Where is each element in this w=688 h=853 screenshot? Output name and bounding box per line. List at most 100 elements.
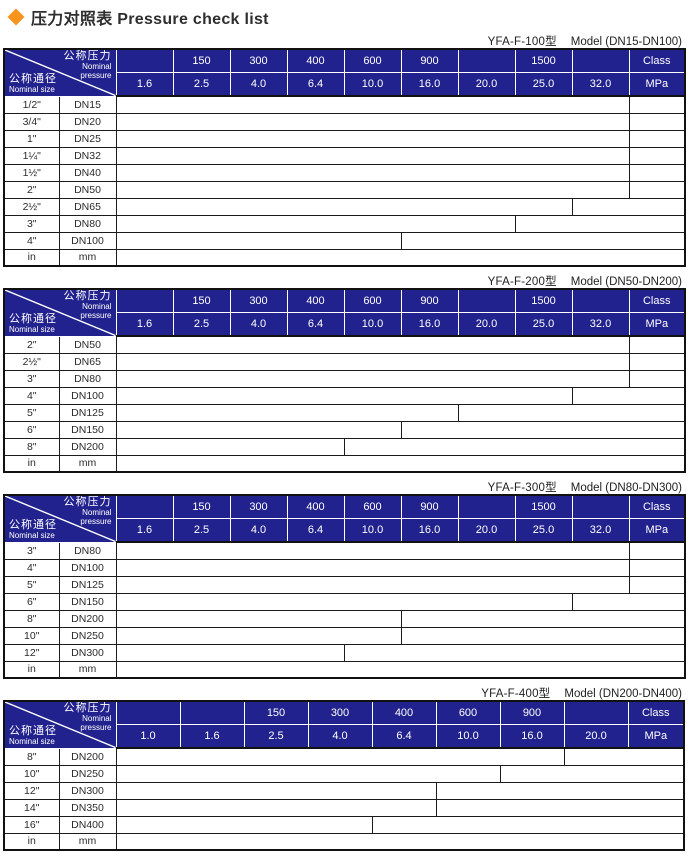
model-caption: YFA-F-200型 Model (DN50-DN200) — [3, 273, 682, 288]
model-dn-range: Model (DN80-DN300) — [570, 482, 682, 494]
mpa-header-cell: 1.6 — [115, 518, 174, 543]
size-cell: 1½" — [3, 163, 60, 182]
size-cell: 3" — [3, 214, 60, 233]
dn-cell: DN200 — [58, 437, 117, 456]
mpa-header-cell: 4.0 — [307, 724, 373, 749]
unit-row: in mm — [3, 832, 685, 851]
mpa-header-cell: 16.0 — [400, 518, 459, 543]
class-header-cell — [115, 48, 174, 73]
size-cell: 8" — [3, 747, 60, 766]
diagonal-divider — [5, 496, 116, 542]
class-header-cell — [457, 494, 516, 519]
nominal-pressure-label: 公称压力 Nominal pressure — [64, 291, 112, 320]
nominal-pressure-en2: pressure — [80, 311, 112, 320]
nominal-pressure-en2: pressure — [80, 71, 112, 80]
table-row-dn32: 1¼" DN32 — [3, 146, 686, 165]
empty-cell — [628, 112, 686, 131]
size-cell: 3/4" — [3, 112, 60, 131]
pressure-range-bar — [115, 197, 573, 216]
pressure-range-bar — [115, 764, 501, 783]
class-unit-header: Class — [628, 288, 686, 313]
class-header-cell: 150 — [243, 700, 309, 725]
table-row-dn125: 5" DN125 — [3, 403, 686, 422]
pressure-range-bar — [115, 643, 345, 662]
class-header-cell: 300 — [229, 48, 288, 73]
dn-cell: DN40 — [58, 163, 117, 182]
size-cell: 12" — [3, 781, 60, 800]
table-row-dn40: 1½" DN40 — [3, 163, 686, 182]
class-header-cell: 900 — [400, 494, 459, 519]
mpa-header-cell: 6.4 — [286, 312, 345, 337]
mpa-header-cell: 1.6 — [115, 72, 174, 97]
mpa-header-cell: 10.0 — [343, 72, 402, 97]
unit-row: in mm — [3, 454, 686, 473]
empty-cell — [400, 609, 686, 628]
class-header-cell: 400 — [286, 48, 345, 73]
empty-cell — [628, 352, 686, 371]
mpa-header-cell: 20.0 — [457, 518, 516, 543]
model-dn-range: Model (DN15-DN100) — [570, 36, 682, 48]
table-row-dn50: 2" DN50 — [3, 335, 686, 354]
pressure-range-bar — [115, 626, 402, 645]
nominal-size-en: Nominal size — [9, 736, 55, 746]
mpa-header-cell: 4.0 — [229, 72, 288, 97]
mpa-header-cell: 2.5 — [172, 72, 231, 97]
class-header-cell — [571, 48, 630, 73]
class-header-cell — [571, 494, 630, 519]
mpa-header-cell: 16.0 — [400, 312, 459, 337]
empty-cell — [628, 369, 686, 388]
unit-empty-cell — [115, 832, 685, 851]
table-row-dn350: 14" DN350 — [3, 798, 685, 817]
mpa-header-cell: 6.4 — [371, 724, 437, 749]
mpa-unit-header: MPa — [628, 72, 686, 97]
class-header-cell: 1500 — [514, 494, 573, 519]
pressure-range-bar — [115, 541, 630, 560]
corner-cell: 公称压力 Nominal pressure 公称通径 Nominal size — [3, 494, 117, 543]
table-row-dn250: 10" DN250 — [3, 626, 686, 645]
nominal-size-label: 公称通径 Nominal size — [9, 313, 57, 334]
pressure-table-2: 公称压力 Nominal pressure 公称通径 Nominal size 150 30… — [3, 288, 686, 473]
unit-mm-cell: mm — [58, 832, 117, 851]
pressure-range-bar — [115, 437, 345, 456]
empty-cell — [499, 764, 685, 783]
pressure-table-3: 公称压力 Nominal pressure 公称通径 Nominal size 150 30… — [3, 494, 686, 679]
class-header-cell: 600 — [435, 700, 501, 725]
table-row-dn250: 10" DN250 — [3, 764, 685, 783]
size-cell: 2½" — [3, 352, 60, 371]
class-header-cell: 1500 — [514, 288, 573, 313]
table-block-1: YFA-F-100型 Model (DN15-DN100) 公称压力 Nominal p… — [3, 33, 686, 267]
nominal-pressure-en1: Nominal — [82, 62, 112, 71]
pressure-range-bar — [115, 558, 630, 577]
size-cell: 8" — [3, 437, 60, 456]
pressure-range-bar — [115, 747, 565, 766]
pressure-range-bar — [115, 163, 630, 182]
unit-empty-cell — [115, 660, 686, 679]
unit-mm-cell: mm — [58, 454, 117, 473]
size-cell: 5" — [3, 403, 60, 422]
pressure-range-bar — [115, 214, 516, 233]
dn-cell: DN80 — [58, 541, 117, 560]
dn-cell: DN300 — [58, 781, 117, 800]
pressure-range-bar — [115, 231, 402, 250]
size-cell: 4" — [3, 558, 60, 577]
corner-cell: 公称压力 Nominal pressure 公称通径 Nominal size — [3, 288, 117, 337]
empty-cell — [435, 798, 685, 817]
table-row-dn65: 2½" DN65 — [3, 352, 686, 371]
table-row-dn300: 12" DN300 — [3, 643, 686, 662]
mpa-header-cell: 2.5 — [172, 312, 231, 337]
model-name: YFA-F-200型 — [487, 276, 557, 288]
class-header-cell — [571, 288, 630, 313]
empty-cell — [628, 558, 686, 577]
pressure-range-bar — [115, 146, 630, 165]
class-header-cell: 400 — [371, 700, 437, 725]
mpa-header-cell: 25.0 — [514, 312, 573, 337]
class-header-cell: 150 — [172, 48, 231, 73]
class-header-cell: 300 — [229, 288, 288, 313]
table-row-dn200: 8" DN200 — [3, 609, 686, 628]
mpa-header-cell: 6.4 — [286, 72, 345, 97]
table-block-2: YFA-F-200型 Model (DN50-DN200) 公称压力 Nominal p… — [3, 273, 686, 473]
dn-cell: DN15 — [58, 95, 117, 114]
dn-cell: DN100 — [58, 558, 117, 577]
nominal-size-label: 公称通径 Nominal size — [9, 73, 57, 94]
size-cell: 3" — [3, 541, 60, 560]
